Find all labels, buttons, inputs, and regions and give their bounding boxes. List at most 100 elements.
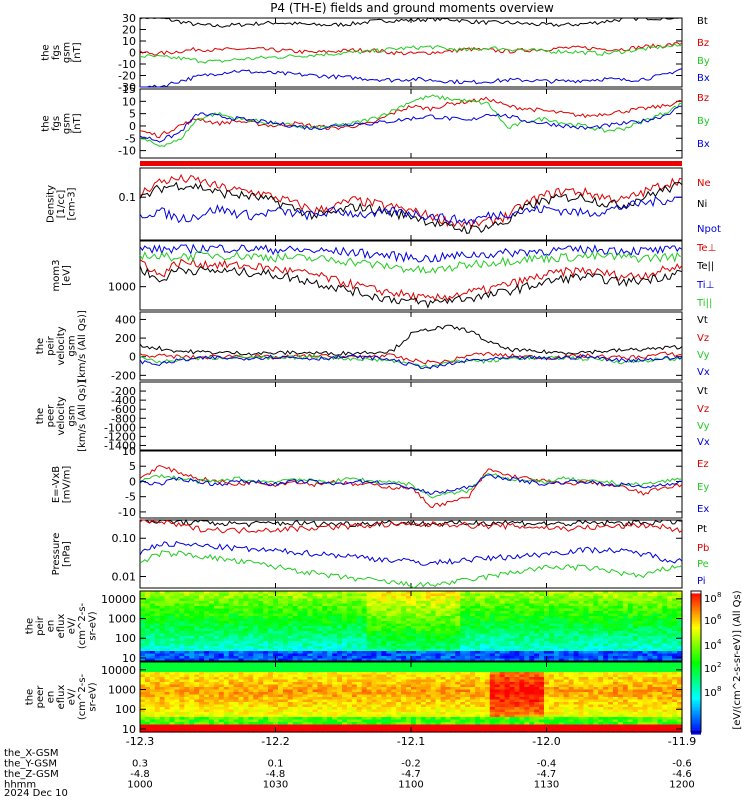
heatmap-cell bbox=[484, 636, 491, 640]
heatmap-cell bbox=[327, 638, 333, 642]
heatmap-cell bbox=[268, 707, 274, 711]
heatmap-cell bbox=[248, 623, 254, 627]
heatmap-cell bbox=[509, 596, 515, 600]
heatmap-cell bbox=[189, 608, 195, 612]
heatmap-cell bbox=[278, 593, 284, 597]
heatmap-cell bbox=[273, 712, 279, 716]
heatmap-cell bbox=[194, 658, 200, 662]
heatmap-cell bbox=[440, 601, 447, 605]
heatmap-cell bbox=[386, 606, 392, 610]
panel-frame bbox=[139, 519, 683, 589]
heatmap-cell bbox=[213, 727, 220, 731]
heatmap-cell bbox=[583, 596, 589, 600]
heatmap-cell bbox=[179, 653, 185, 657]
heatmap-cell bbox=[381, 651, 387, 655]
heatmap-cell bbox=[342, 689, 348, 693]
heatmap-cell bbox=[647, 633, 653, 637]
heatmap-cell bbox=[519, 606, 525, 610]
heatmap-cell bbox=[411, 608, 417, 612]
heatmap-cell bbox=[361, 616, 368, 620]
heatmap-cell bbox=[154, 648, 161, 652]
heatmap-cell bbox=[282, 722, 289, 726]
heatmap-cell bbox=[169, 641, 176, 645]
heatmap-cell bbox=[356, 658, 363, 662]
heatmap-cell bbox=[667, 643, 673, 647]
heatmap-cell bbox=[297, 601, 304, 605]
heatmap-cell bbox=[199, 603, 205, 607]
heatmap-cell bbox=[278, 651, 284, 655]
heatmap-cell bbox=[184, 598, 190, 602]
heatmap-cell bbox=[184, 704, 190, 708]
heatmap-cell bbox=[218, 596, 225, 600]
heatmap-cell bbox=[307, 689, 313, 693]
heatmap-cell bbox=[361, 636, 368, 640]
heatmap-cell bbox=[248, 598, 254, 602]
heatmap-cell bbox=[213, 712, 220, 716]
heatmap-cell bbox=[593, 646, 599, 650]
heatmap-cell bbox=[184, 709, 190, 713]
heatmap-cell bbox=[504, 653, 511, 657]
heatmap-cell bbox=[627, 603, 634, 607]
heatmap-cell bbox=[322, 646, 328, 650]
heatmap-cell bbox=[406, 689, 412, 693]
heatmap-cell bbox=[327, 601, 333, 605]
heatmap-cell bbox=[253, 722, 259, 726]
heatmap-cell bbox=[381, 679, 387, 683]
heatmap-cell bbox=[327, 682, 333, 686]
heatmap-cell bbox=[401, 699, 407, 703]
heatmap-cell bbox=[647, 616, 653, 620]
heatmap-cell bbox=[420, 631, 427, 635]
heatmap-cell bbox=[376, 611, 382, 615]
heatmap-cell bbox=[154, 724, 161, 728]
heatmap-cell bbox=[356, 717, 363, 721]
heatmap-cell bbox=[213, 608, 220, 612]
heatmap-cell bbox=[420, 687, 427, 691]
heatmap-cell bbox=[327, 707, 333, 711]
heatmap-cell bbox=[351, 702, 358, 706]
heatmap-cell bbox=[420, 593, 427, 597]
heatmap-cell bbox=[529, 593, 535, 597]
heatmap-cell bbox=[144, 692, 151, 696]
heatmap-cell bbox=[174, 616, 180, 620]
heatmap-cell bbox=[603, 631, 609, 635]
heatmap-cell bbox=[322, 621, 328, 625]
heatmap-cell bbox=[194, 591, 200, 595]
heatmap-cell bbox=[455, 618, 461, 622]
heatmap-cell bbox=[199, 638, 205, 642]
heatmap-cell bbox=[504, 633, 511, 637]
heatmap-cell bbox=[632, 626, 639, 630]
heatmap-cell bbox=[425, 638, 432, 642]
heatmap-cell bbox=[317, 729, 323, 733]
heatmap-cell bbox=[144, 672, 151, 676]
heatmap-cell bbox=[233, 651, 240, 655]
heatmap-cell bbox=[366, 687, 373, 691]
heatmap-cell bbox=[278, 664, 284, 668]
heatmap-cell bbox=[371, 611, 378, 615]
heatmap-cell bbox=[327, 729, 333, 733]
heatmap-cell bbox=[253, 638, 259, 642]
heatmap-cell bbox=[169, 727, 176, 731]
heatmap-cell bbox=[169, 699, 176, 703]
heatmap-cell bbox=[149, 677, 156, 681]
heatmap-cell bbox=[199, 712, 205, 716]
heatmap-cell bbox=[396, 656, 402, 660]
heatmap-cell bbox=[534, 596, 540, 600]
heatmap-cell bbox=[263, 692, 269, 696]
y-tick-label: 5 bbox=[129, 108, 136, 121]
heatmap-cell bbox=[420, 669, 427, 673]
heatmap-cell bbox=[154, 631, 161, 635]
heatmap-cell bbox=[337, 697, 343, 701]
heatmap-cell bbox=[278, 674, 284, 678]
heatmap-cell bbox=[549, 598, 555, 602]
heatmap-cell bbox=[613, 633, 619, 637]
y-tick-label: -20 bbox=[118, 70, 136, 83]
heatmap-cell bbox=[243, 677, 249, 681]
heatmap-cell bbox=[218, 618, 225, 622]
heatmap-cell bbox=[209, 702, 215, 706]
heatmap-cell bbox=[248, 616, 254, 620]
heatmap-cell bbox=[544, 646, 550, 650]
heatmap-cell bbox=[544, 628, 550, 632]
heatmap-cell bbox=[248, 618, 254, 622]
heatmap-cell bbox=[332, 628, 338, 632]
heatmap-cell bbox=[149, 727, 156, 731]
